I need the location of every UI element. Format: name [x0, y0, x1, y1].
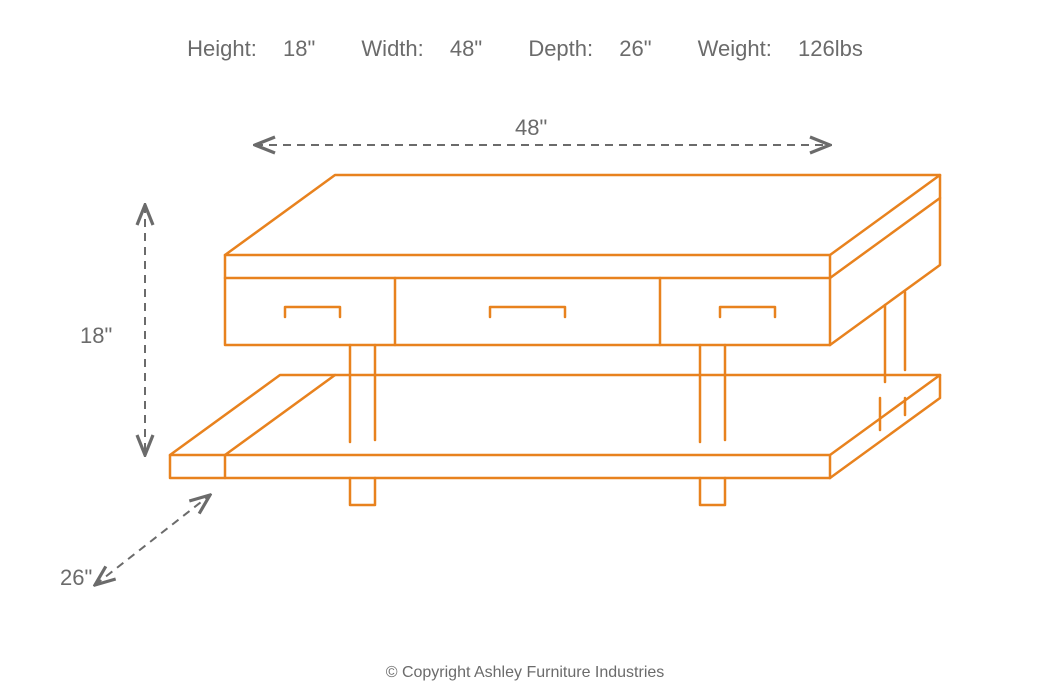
diagram-svg — [0, 0, 1050, 700]
furniture-outline — [170, 175, 940, 505]
copyright-text: © Copyright Ashley Furniture Industries — [0, 664, 1050, 682]
depth-arrow — [95, 495, 210, 585]
